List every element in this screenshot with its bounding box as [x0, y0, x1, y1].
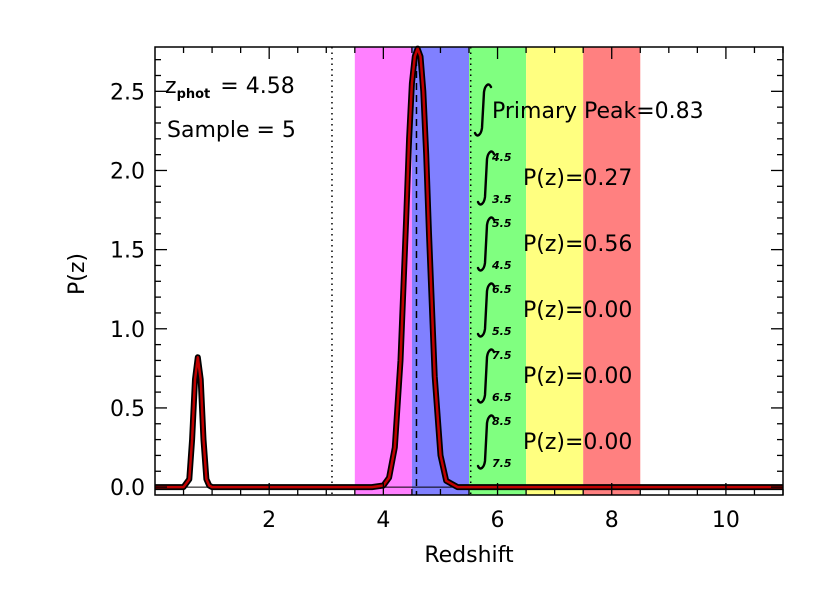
- integral-upper-limit: 6.5: [492, 283, 512, 296]
- svg-text:zphot= 4.58: zphot = 4.58: [165, 74, 295, 102]
- primary-peak-label: Primary Peak=0.83: [492, 99, 704, 124]
- integral-probability: P(z)=0.00: [523, 430, 632, 455]
- band-3: [469, 47, 527, 495]
- pdf-line-0: [155, 47, 783, 489]
- integral-icon: [476, 150, 496, 206]
- integral-upper-limit: 4.5: [491, 151, 512, 164]
- x-tick-label: 2: [262, 508, 276, 533]
- integral-probability: P(z)=0.00: [523, 364, 632, 389]
- axis-ticks: 2 4 6 8 10 0.0 0.5 1.0 1.5 2.0 2.5: [110, 47, 784, 533]
- y-tick-label: 2.0: [110, 159, 145, 184]
- zphot-prefix: z: [165, 74, 177, 99]
- zphot-label: zphot = 4.58: [165, 74, 295, 102]
- y-tick-label: 1.5: [110, 239, 145, 264]
- band-5: [583, 47, 641, 495]
- integral-icon: [473, 83, 493, 137]
- y-tick-label: 1.0: [110, 318, 145, 343]
- x-tick-label: 8: [605, 508, 619, 533]
- y-tick-label: 0.5: [110, 397, 145, 422]
- redshift-bands: [354, 47, 641, 495]
- integral-upper-limit: 7.5: [492, 349, 512, 362]
- integral-upper-limit: 8.5: [492, 415, 512, 428]
- zphot-subscript: phot: [177, 87, 211, 102]
- integral-lower-limit: 5.5: [492, 325, 512, 338]
- zphot-value: = 4.58: [220, 74, 294, 99]
- integral-icon: [476, 414, 496, 470]
- integral-icon: [476, 282, 496, 338]
- integral-probability: P(z)=0.56: [523, 232, 632, 257]
- reference-lines: [331, 47, 472, 495]
- sample-label: Sample = 5: [167, 118, 296, 143]
- integral-icon: [476, 216, 496, 272]
- integral-icon: [476, 348, 496, 404]
- integral-lower-limit: 4.5: [491, 259, 512, 272]
- y-tick-label: 0.0: [110, 476, 145, 501]
- probability-curve: [155, 45, 783, 491]
- y-axis-label: P(z): [65, 253, 90, 295]
- x-tick-label: 4: [376, 508, 390, 533]
- x-axis-label: Redshift: [424, 543, 514, 568]
- y-tick-label: 2.5: [110, 80, 145, 105]
- integral-lower-limit: 7.5: [492, 457, 512, 470]
- integral-probability: P(z)=0.00: [523, 298, 632, 323]
- integral-probability: P(z)=0.27: [523, 166, 632, 191]
- integral-upper-limit: 5.5: [492, 217, 512, 230]
- x-tick-label: 6: [491, 508, 505, 533]
- integral-lower-limit: 3.5: [492, 193, 512, 206]
- integral-lower-limit: 6.5: [492, 391, 512, 404]
- integral-annotations: Primary Peak=0.83 4.5 3.5 P(z)=0.27 5.5 4.5 P(…: [473, 83, 704, 470]
- band-4: [526, 47, 584, 495]
- x-tick-label: 10: [712, 508, 740, 533]
